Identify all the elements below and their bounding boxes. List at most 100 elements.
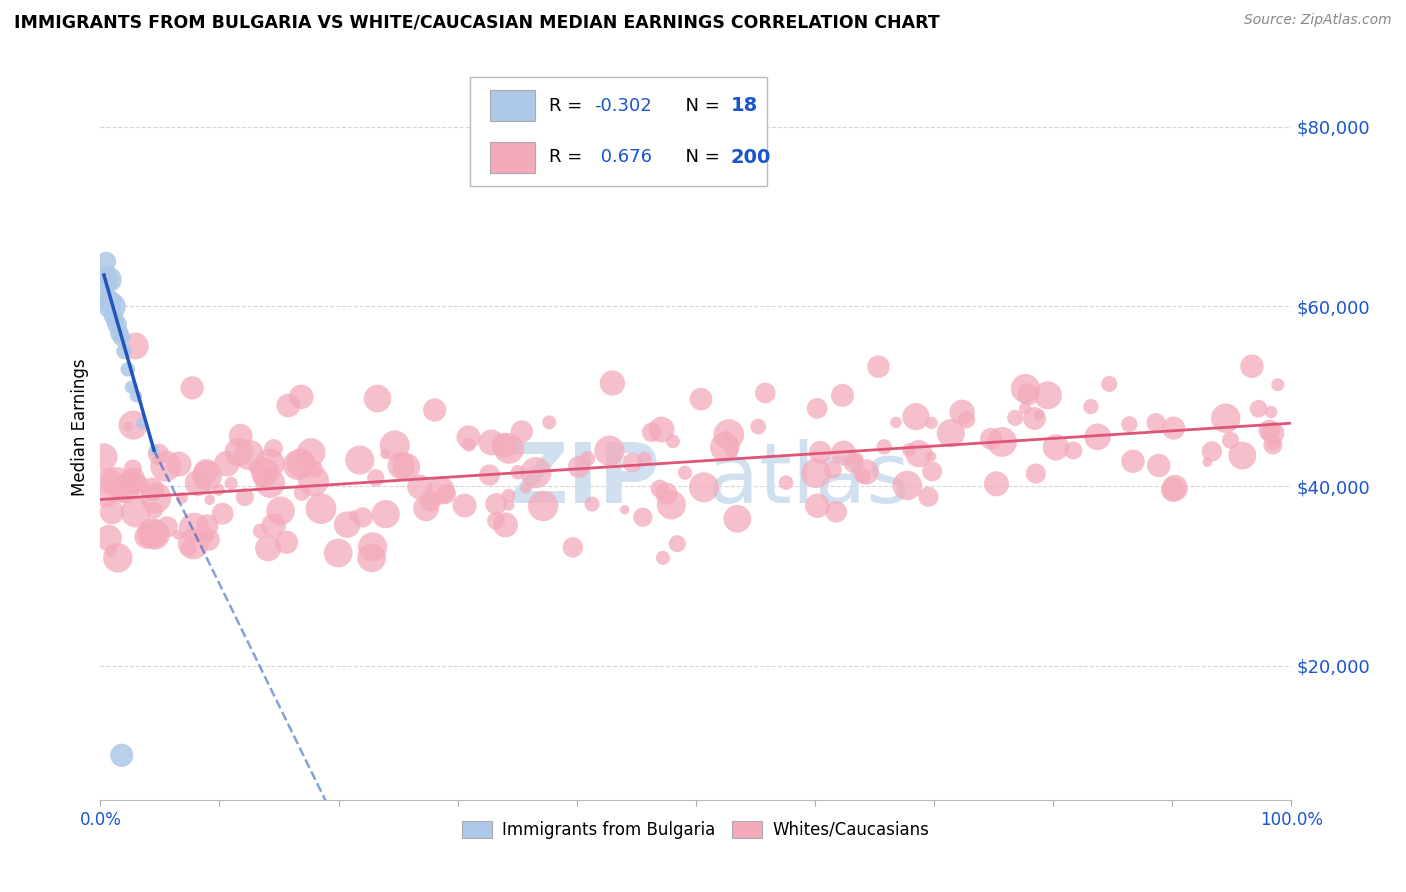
- Point: [479, 435, 502, 450]
- Point: [112, 344, 135, 359]
- Point: [1247, 401, 1270, 416]
- Point: [111, 487, 134, 501]
- Point: [270, 504, 292, 518]
- Point: [395, 459, 418, 474]
- Point: [103, 309, 125, 323]
- Y-axis label: Median Earnings: Median Earnings: [72, 359, 89, 497]
- Point: [259, 457, 281, 471]
- Point: [181, 537, 204, 551]
- Point: [917, 490, 939, 504]
- Point: [360, 550, 382, 565]
- Point: [97, 272, 120, 286]
- Point: [124, 339, 146, 353]
- Legend: Immigrants from Bulgaria, Whites/Caucasians: Immigrants from Bulgaria, Whites/Caucasi…: [456, 814, 936, 846]
- Point: [478, 467, 501, 482]
- Point: [263, 518, 285, 533]
- Point: [105, 475, 128, 489]
- Point: [561, 541, 583, 555]
- Point: [228, 445, 250, 459]
- Point: [148, 447, 170, 461]
- Point: [145, 491, 167, 505]
- Point: [197, 529, 219, 543]
- Point: [621, 456, 644, 470]
- Point: [1045, 440, 1067, 454]
- Point: [852, 469, 875, 483]
- Point: [754, 385, 776, 400]
- Point: [121, 461, 143, 475]
- Point: [884, 416, 907, 430]
- Point: [747, 419, 769, 434]
- Point: [104, 313, 127, 327]
- Point: [336, 517, 359, 532]
- Point: [453, 499, 475, 513]
- Point: [233, 490, 256, 504]
- Text: 200: 200: [730, 148, 770, 167]
- Point: [1017, 387, 1039, 401]
- Point: [641, 425, 664, 440]
- Point: [96, 490, 118, 504]
- Text: R =: R =: [550, 97, 588, 115]
- Point: [568, 459, 591, 474]
- Point: [120, 380, 142, 394]
- Point: [1014, 401, 1036, 416]
- Point: [122, 472, 145, 486]
- Point: [352, 510, 374, 524]
- FancyBboxPatch shape: [470, 78, 768, 186]
- Point: [229, 428, 252, 442]
- Point: [96, 254, 118, 268]
- Point: [832, 446, 855, 460]
- Point: [666, 537, 689, 551]
- Point: [1024, 411, 1046, 425]
- Point: [299, 445, 322, 459]
- Point: [1232, 449, 1254, 463]
- Point: [896, 478, 918, 492]
- Point: [804, 466, 827, 480]
- Point: [631, 510, 654, 524]
- Point: [898, 442, 921, 457]
- Point: [986, 476, 1008, 491]
- Bar: [489, 142, 536, 173]
- Point: [117, 475, 139, 490]
- Point: [125, 389, 148, 403]
- Point: [693, 480, 716, 494]
- Point: [254, 465, 277, 479]
- Point: [195, 465, 218, 479]
- Point: [364, 471, 387, 485]
- Point: [111, 331, 134, 345]
- Point: [389, 458, 412, 473]
- Point: [1028, 408, 1050, 422]
- Text: -0.302: -0.302: [595, 97, 652, 115]
- Point: [1260, 405, 1282, 419]
- Point: [716, 429, 738, 443]
- Text: R =: R =: [550, 148, 588, 166]
- Point: [633, 452, 655, 467]
- Point: [1025, 467, 1047, 481]
- Point: [429, 483, 451, 498]
- Point: [101, 300, 124, 314]
- Point: [249, 524, 271, 538]
- Point: [122, 418, 145, 433]
- Point: [211, 507, 233, 521]
- Point: [485, 514, 508, 528]
- Point: [408, 480, 430, 494]
- Point: [215, 457, 238, 471]
- Point: [950, 405, 973, 419]
- Point: [506, 466, 529, 480]
- Point: [806, 499, 828, 513]
- Point: [980, 432, 1002, 446]
- Text: N =: N =: [675, 148, 725, 166]
- Point: [290, 390, 312, 404]
- Point: [374, 507, 396, 521]
- Point: [939, 426, 962, 441]
- Point: [908, 447, 931, 461]
- Point: [252, 470, 274, 484]
- Point: [492, 438, 515, 452]
- Text: 18: 18: [730, 96, 758, 115]
- Point: [1267, 377, 1289, 392]
- Point: [166, 527, 188, 541]
- Point: [287, 458, 309, 472]
- Point: [457, 437, 479, 451]
- Point: [652, 550, 675, 565]
- Point: [1014, 382, 1036, 396]
- Point: [725, 512, 748, 526]
